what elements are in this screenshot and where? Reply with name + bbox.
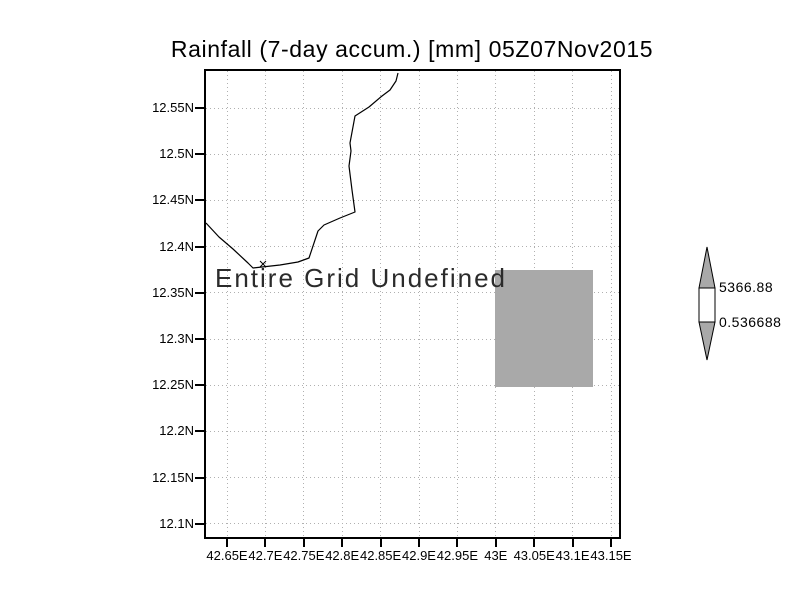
v-gridline [380, 71, 382, 537]
x-tick-mark [418, 539, 420, 547]
colorbar-max-label: 5366.88 [719, 279, 774, 295]
y-tick-label: 12.55N [152, 100, 194, 115]
v-gridline [418, 71, 420, 537]
h-gridline [206, 523, 619, 525]
x-tick-mark [533, 539, 536, 547]
y-tick-mark [195, 245, 204, 248]
h-gridline [206, 384, 619, 386]
x-tick-label: 43E [484, 548, 508, 563]
x-tick-mark [226, 539, 228, 547]
y-tick-label: 12.3N [159, 331, 194, 346]
colorbar-lower-arrow-icon [698, 321, 716, 361]
y-tick-label: 12.1N [159, 515, 194, 531]
shaded-cell [495, 270, 593, 387]
y-tick-label: 12.15N [152, 469, 194, 485]
y-tick-mark [195, 430, 204, 433]
x-tick-label: 43.15E [590, 548, 632, 563]
x-tick-label: 43.1E [555, 548, 590, 563]
x-tick-mark [456, 539, 459, 547]
y-tick-mark [195, 291, 204, 294]
colorbar-upper-arrow-icon [698, 246, 716, 289]
h-gridline [206, 430, 619, 432]
v-gridline [264, 71, 266, 537]
v-gridline [303, 71, 305, 537]
x-tick-mark [379, 539, 382, 547]
y-tick-label: 12.45N [152, 192, 194, 208]
x-tick-label: 42.85E [359, 548, 402, 563]
h-gridline [206, 292, 619, 294]
y-tick-mark [195, 384, 204, 387]
x-tick-mark [571, 539, 574, 547]
colorbar-min-label: 0.536688 [719, 314, 782, 330]
v-gridline [610, 71, 612, 537]
v-gridline [456, 71, 458, 537]
y-tick-mark [195, 153, 204, 156]
y-tick-mark [195, 338, 204, 340]
x-tick-mark [341, 539, 344, 547]
h-gridline [206, 107, 619, 109]
x-tick-label: 42.95E [436, 548, 478, 563]
chart-title: Rainfall (7-day accum.) [mm] 05Z07Nov201… [170, 36, 654, 62]
y-tick-label: 12.4N [159, 238, 194, 254]
v-gridline [226, 71, 228, 537]
x-tick-label: 42.9E [402, 548, 436, 563]
coastline-marker-icon [259, 260, 267, 268]
h-gridline [206, 338, 619, 340]
x-tick-mark [494, 539, 497, 547]
colorbar-band [698, 287, 716, 323]
x-tick-mark [264, 539, 267, 547]
y-tick-mark [195, 522, 204, 525]
y-tick-label: 12.5N [159, 146, 194, 162]
x-tick-mark [610, 539, 612, 547]
colorbar [698, 246, 716, 361]
h-gridline [206, 199, 619, 201]
y-tick-mark [195, 199, 204, 202]
x-tick-label: 43.05E [513, 548, 555, 563]
y-tick-label: 12.35N [152, 284, 194, 300]
coastline [206, 72, 399, 269]
y-tick-mark [195, 107, 204, 109]
y-tick-mark [195, 476, 204, 479]
x-tick-label: 42.75E [283, 548, 325, 563]
y-tick-label: 12.2N [159, 423, 194, 439]
plot-frame: Entire Grid Undefined [204, 69, 621, 539]
x-tick-mark [302, 539, 305, 547]
x-tick-label: 42.7E [248, 548, 283, 563]
h-gridline [206, 153, 619, 155]
x-tick-label: 42.65E [206, 548, 248, 563]
map-layer [206, 72, 593, 387]
h-gridline [206, 246, 619, 248]
h-gridline [206, 477, 619, 479]
x-tick-label: 42.8E [325, 548, 360, 563]
y-tick-label: 12.25N [152, 377, 194, 393]
v-gridline [341, 71, 343, 537]
undefined-annotation: Entire Grid Undefined [215, 263, 508, 293]
